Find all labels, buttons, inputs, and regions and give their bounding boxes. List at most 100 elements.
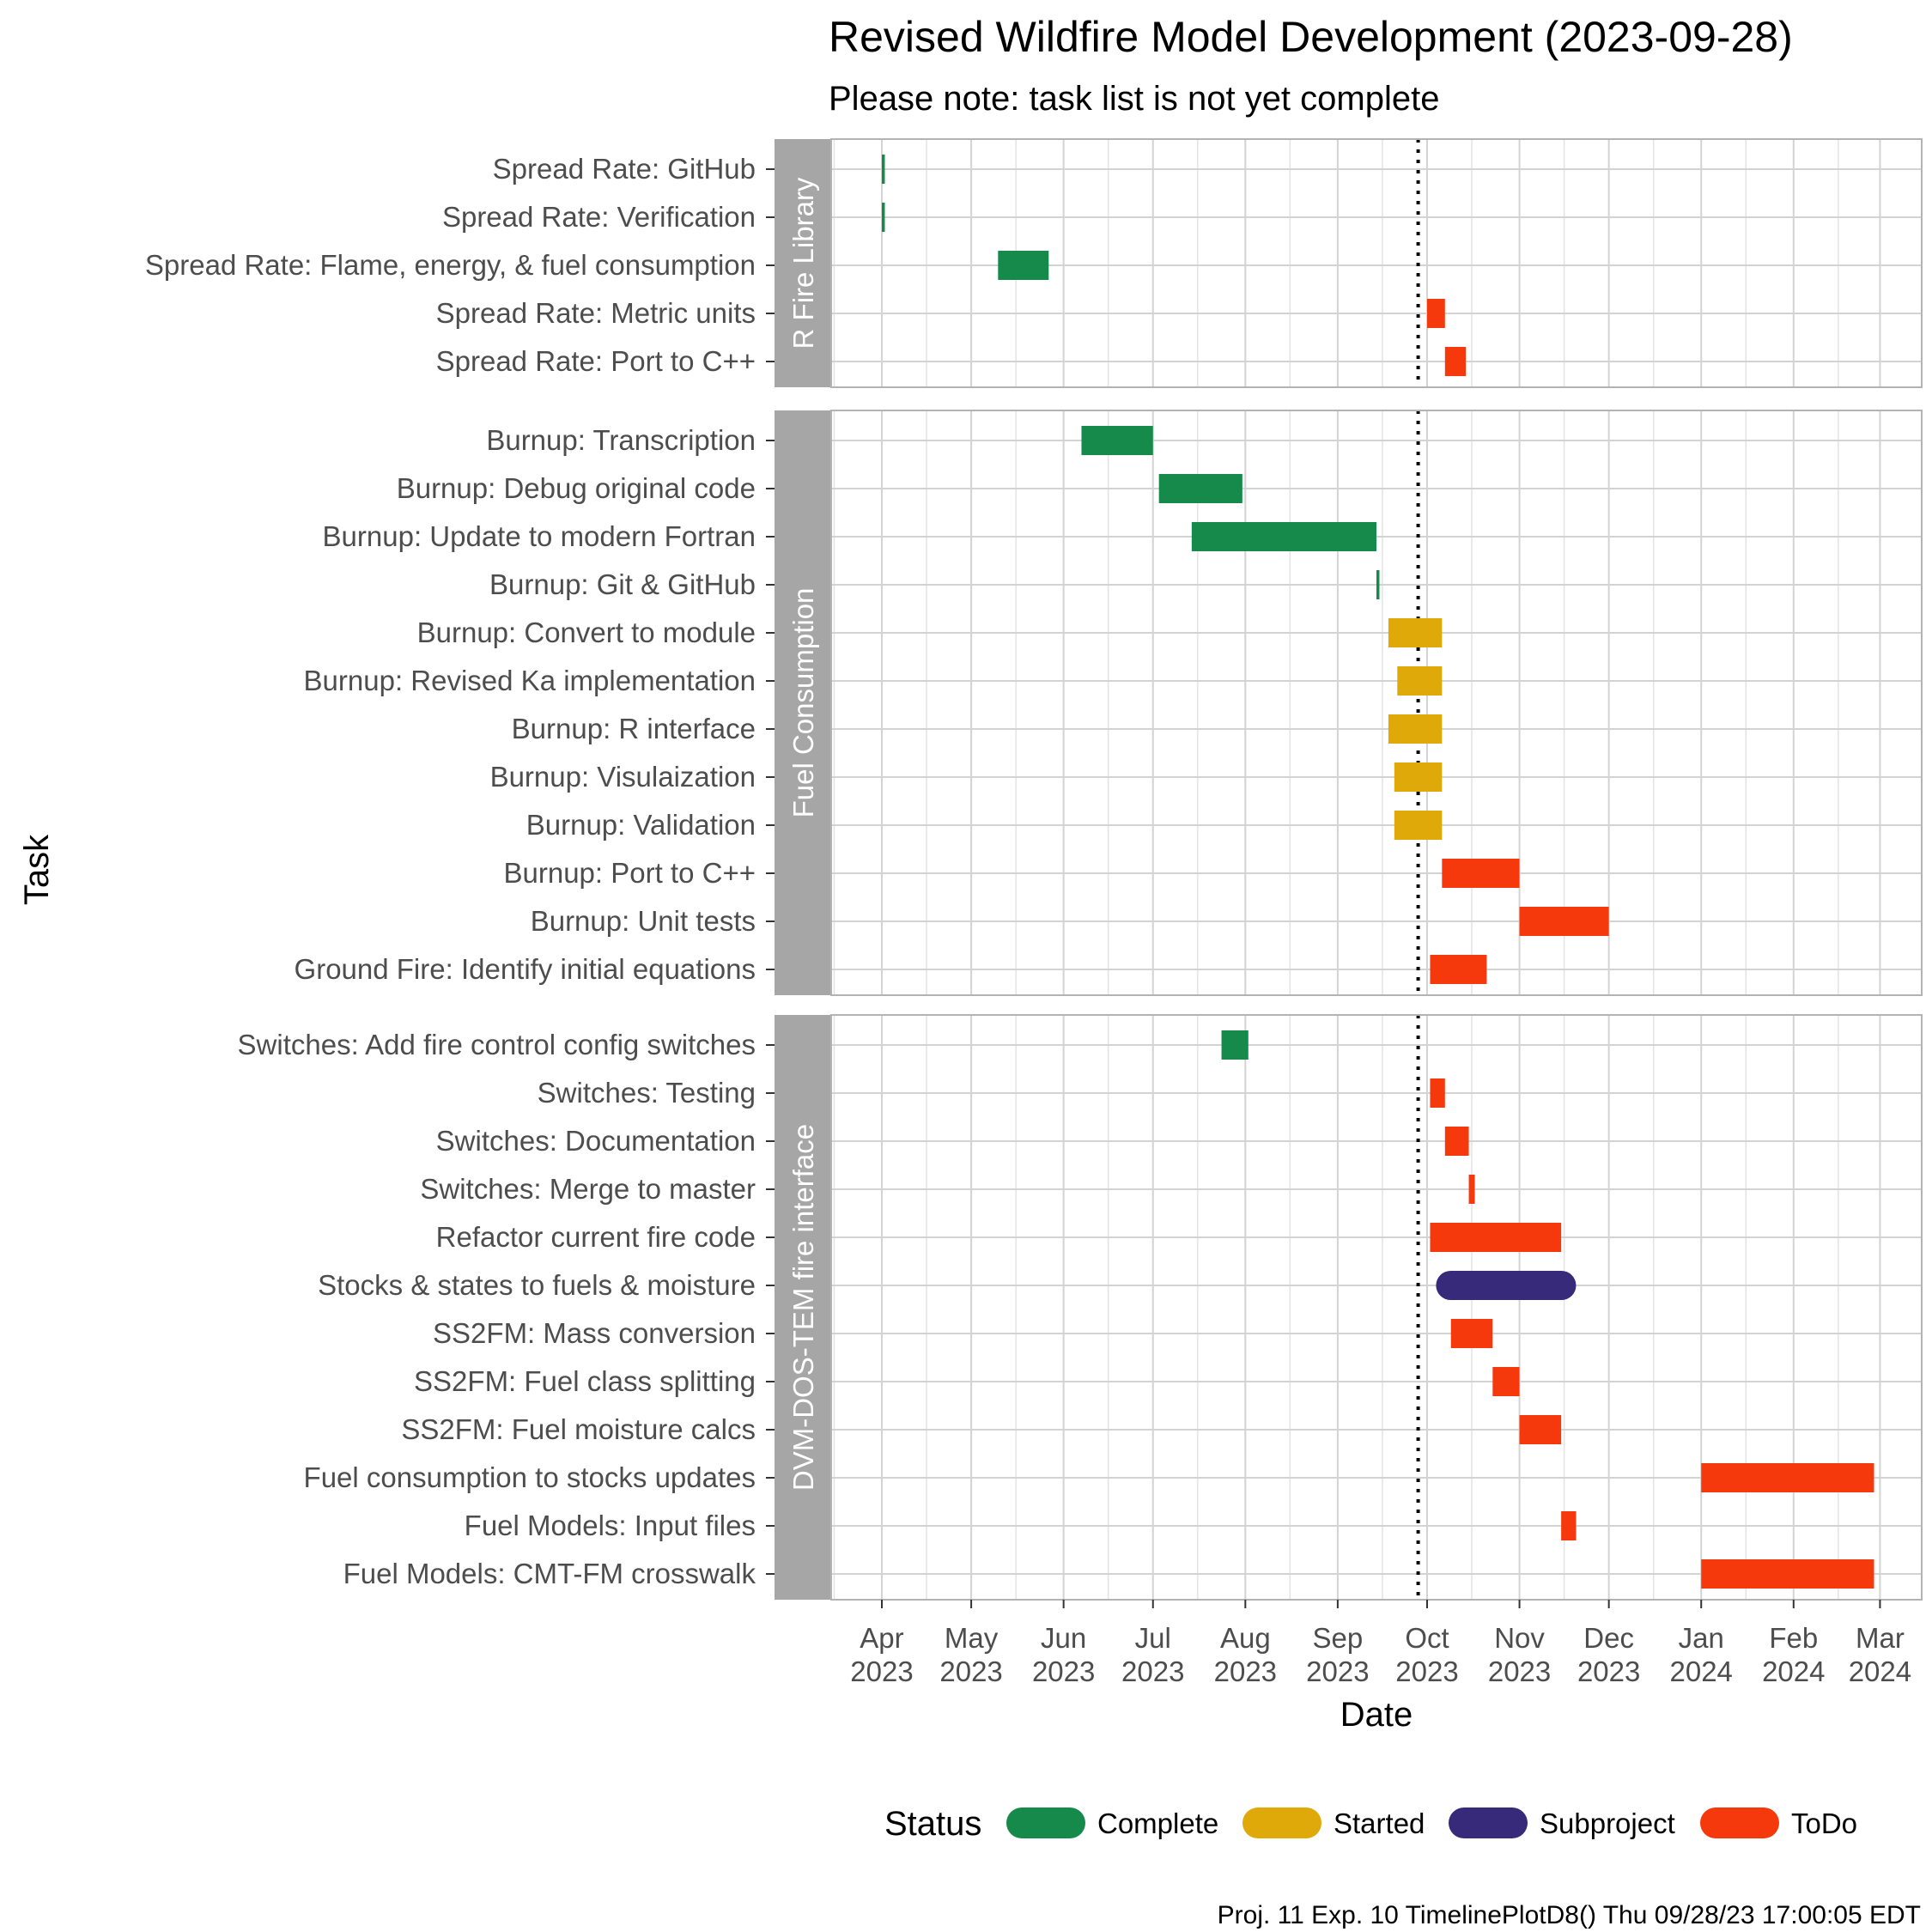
task-bar xyxy=(1158,474,1242,503)
x-tick-month: Aug xyxy=(1220,1622,1271,1654)
task-label: Spread Rate: Verification xyxy=(442,201,756,233)
legend-title: Status xyxy=(884,1805,981,1843)
task-bar xyxy=(1444,1127,1469,1156)
y-axis-label: Task xyxy=(18,834,56,905)
task-label: Switches: Testing xyxy=(538,1077,756,1109)
task-label: Refactor current fire code xyxy=(436,1221,756,1253)
task-label: Burnup: Debug original code xyxy=(397,472,756,504)
task-label: Burnup: Update to modern Fortran xyxy=(323,520,756,552)
task-bar xyxy=(1376,570,1380,599)
chart-subtitle: Please note: task list is not yet comple… xyxy=(829,80,1439,118)
task-label: Burnup: Git & GitHub xyxy=(489,568,756,600)
task-bar xyxy=(1430,1223,1562,1252)
chart-title: Revised Wildfire Model Development (2023… xyxy=(829,13,1793,61)
task-bar xyxy=(1444,347,1467,376)
panel-strip-label: Fuel Consumption xyxy=(787,588,819,818)
task-label: Spread Rate: Metric units xyxy=(436,297,756,329)
task-label: Fuel Models: CMT-FM crosswalk xyxy=(343,1558,756,1589)
task-label: Switches: Add fire control config switch… xyxy=(238,1029,756,1060)
x-tick-year: 2023 xyxy=(939,1656,1002,1687)
x-tick-year: 2023 xyxy=(1121,1656,1184,1687)
legend: Status Complete Started Subproject ToDo xyxy=(884,1805,1857,1843)
task-label: Switches: Merge to master xyxy=(420,1173,756,1205)
task-bar xyxy=(1519,1415,1562,1444)
task-label: Burnup: Validation xyxy=(526,809,756,841)
task-bar xyxy=(1081,426,1153,455)
task-bar xyxy=(998,251,1049,280)
x-tick-year: 2023 xyxy=(1032,1656,1095,1687)
task-label: Burnup: Port to C++ xyxy=(503,857,756,889)
task-label: Ground Fire: Identify initial equations xyxy=(295,953,756,985)
task-bar xyxy=(1468,1175,1475,1204)
task-label: Fuel Models: Input files xyxy=(465,1510,756,1541)
x-tick-month: Jan xyxy=(1679,1622,1724,1654)
task-label: Burnup: Revised Ka implementation xyxy=(304,665,756,696)
task-bar xyxy=(1221,1030,1249,1060)
panel-strip xyxy=(775,1015,831,1600)
x-tick-year: 2023 xyxy=(850,1656,913,1687)
panel-strip xyxy=(775,139,831,387)
panel-1: Fuel Consumption Burnup: Transcription Bur… xyxy=(295,410,1923,996)
panel-border xyxy=(830,1014,1923,1601)
task-bar xyxy=(1561,1511,1577,1540)
footer-caption: Proj. 11 Exp. 10 TimelinePlotD8() Thu 09… xyxy=(1218,1901,1921,1929)
x-tick-year: 2023 xyxy=(1577,1656,1640,1687)
task-bar xyxy=(1450,1319,1493,1348)
panel-border xyxy=(830,410,1923,996)
task-bar xyxy=(1701,1559,1874,1589)
x-tick-month: Mar xyxy=(1856,1622,1905,1654)
task-label: Spread Rate: Port to C++ xyxy=(436,345,756,377)
legend-label: ToDo xyxy=(1791,1807,1857,1839)
x-tick-month: Jun xyxy=(1041,1622,1086,1654)
task-label: SS2FM: Fuel class splitting xyxy=(414,1365,756,1397)
task-bar xyxy=(1426,299,1445,328)
x-axis-label: Date xyxy=(1340,1696,1413,1734)
legend-label: Subproject xyxy=(1540,1807,1675,1839)
legend-key xyxy=(1242,1807,1321,1838)
panel-border xyxy=(830,138,1923,388)
task-label: Burnup: Convert to module xyxy=(417,617,756,648)
task-bar xyxy=(881,155,885,184)
task-bar xyxy=(1436,1271,1577,1300)
panel-strip-label: DVM-DOS-TEM fire interface xyxy=(787,1124,819,1491)
task-bar xyxy=(1701,1463,1874,1492)
task-bar xyxy=(1519,907,1609,936)
task-label: Burnup: R interface xyxy=(512,713,756,744)
x-tick-year: 2024 xyxy=(1670,1656,1733,1687)
x-tick-month: Oct xyxy=(1405,1622,1449,1654)
x-tick-year: 2023 xyxy=(1395,1656,1458,1687)
task-label: Spread Rate: Flame, energy, & fuel consu… xyxy=(145,249,756,281)
panel-background xyxy=(831,1015,1922,1600)
x-tick-month: May xyxy=(945,1622,999,1654)
x-tick-year: 2023 xyxy=(1306,1656,1369,1687)
task-label: Stocks & states to fuels & moisture xyxy=(318,1269,756,1301)
task-label: Spread Rate: GitHub xyxy=(493,153,756,185)
task-bar xyxy=(1394,811,1443,840)
task-bar xyxy=(1388,714,1443,744)
x-tick-year: 2023 xyxy=(1488,1656,1551,1687)
task-bar xyxy=(881,203,885,232)
legend-label: Started xyxy=(1334,1807,1425,1839)
panel-strip xyxy=(775,410,831,995)
task-label: Burnup: Transcription xyxy=(486,424,756,456)
x-axis: Apr2023May2023Jun2023Jul2023Aug2023Sep20… xyxy=(850,1600,1911,1687)
task-label: Burnup: Visulaization xyxy=(490,761,756,793)
task-label: Fuel consumption to stocks updates xyxy=(304,1461,756,1493)
task-label: SS2FM: Fuel moisture calcs xyxy=(401,1413,756,1445)
x-tick-month: Jul xyxy=(1135,1622,1171,1654)
task-bar xyxy=(1430,1078,1445,1108)
task-bar xyxy=(1388,618,1443,647)
x-tick-month: Apr xyxy=(860,1622,903,1654)
task-label: Switches: Documentation xyxy=(436,1125,756,1157)
panel-2: DVM-DOS-TEM fire interface Switches: Add … xyxy=(238,1014,1923,1601)
legend-key xyxy=(1449,1807,1528,1838)
x-tick-month: Nov xyxy=(1494,1622,1545,1654)
task-bar xyxy=(1492,1367,1520,1396)
task-label: Burnup: Unit tests xyxy=(531,905,756,937)
task-bar xyxy=(1191,522,1376,551)
x-tick-year: 2024 xyxy=(1849,1656,1911,1687)
panel-background xyxy=(831,139,1922,387)
x-tick-month: Dec xyxy=(1583,1622,1634,1654)
x-tick-month: Feb xyxy=(1769,1622,1818,1654)
